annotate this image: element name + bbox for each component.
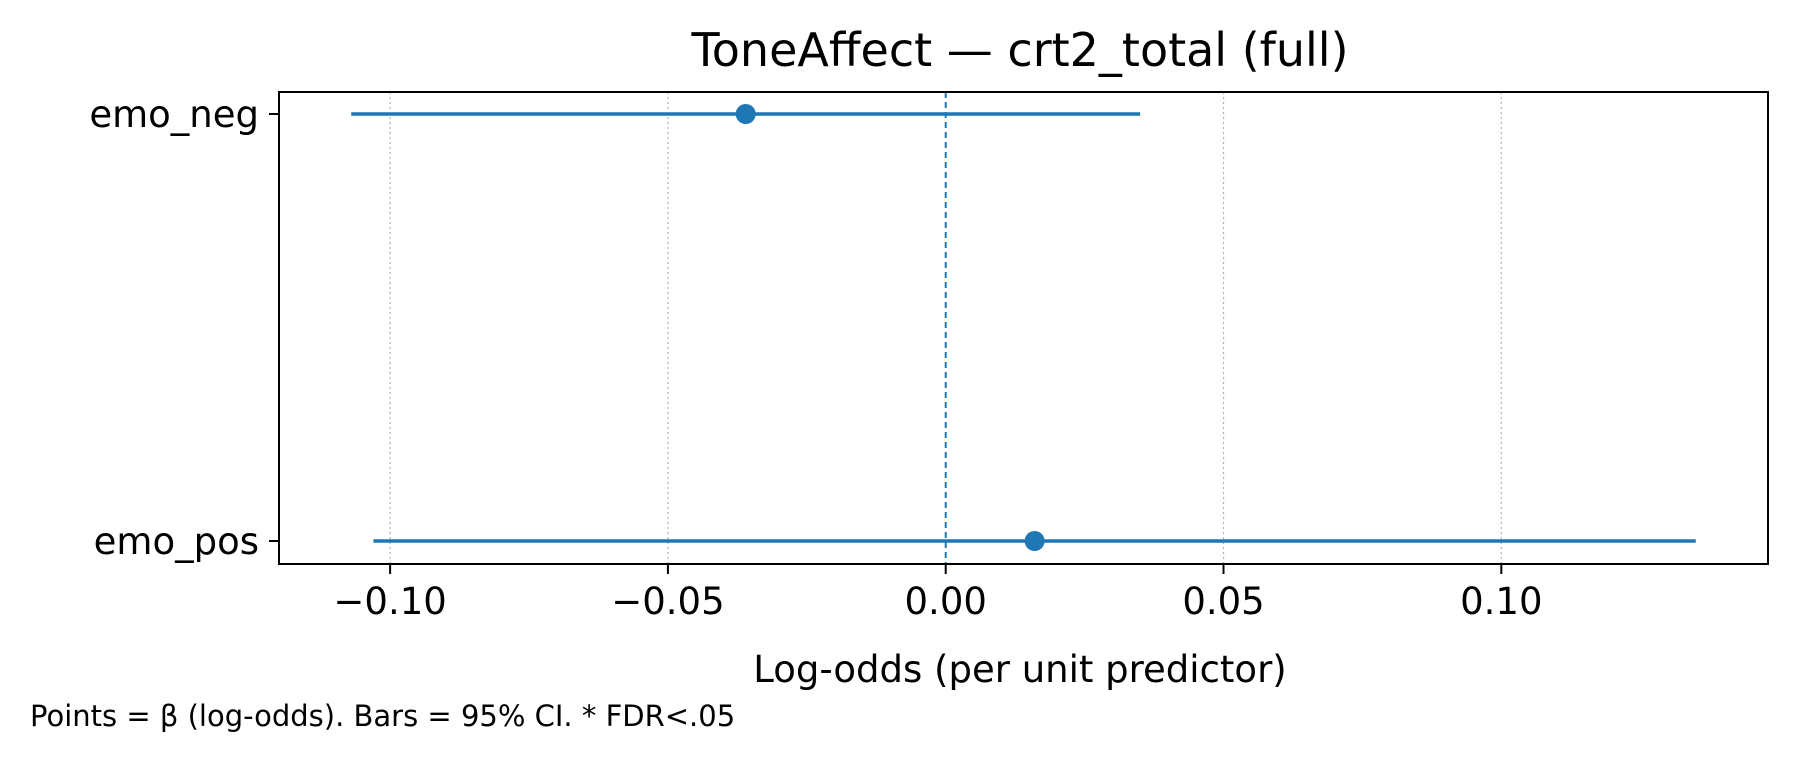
x-tick-label: 0.05 <box>1182 580 1264 623</box>
y-tick-label: emo_neg <box>89 93 259 136</box>
footnote: Points = β (log-odds). Bars = 95% CI. * … <box>30 699 735 733</box>
estimate-point-emo_pos <box>1024 531 1045 551</box>
estimate-point-emo_neg <box>735 104 756 124</box>
x-tick-label: −0.10 <box>333 580 446 623</box>
x-tick-label: 0.10 <box>1460 580 1542 623</box>
grid-lines <box>389 92 1502 564</box>
chart-title: ToneAffect — crt2_total (full) <box>690 23 1348 77</box>
x-axis-ticks: −0.10 −0.05 0.00 0.05 0.10 <box>333 564 1543 623</box>
y-tick-label: emo_pos <box>94 520 259 563</box>
x-axis-label: Log-odds (per unit predictor) <box>753 648 1286 691</box>
x-tick-label: −0.05 <box>611 580 724 623</box>
x-tick-label: 0.00 <box>905 580 987 623</box>
plot-frame <box>278 91 1769 565</box>
y-axis-ticks: emo_neg emo_pos <box>89 93 279 563</box>
series-group <box>351 104 1696 551</box>
